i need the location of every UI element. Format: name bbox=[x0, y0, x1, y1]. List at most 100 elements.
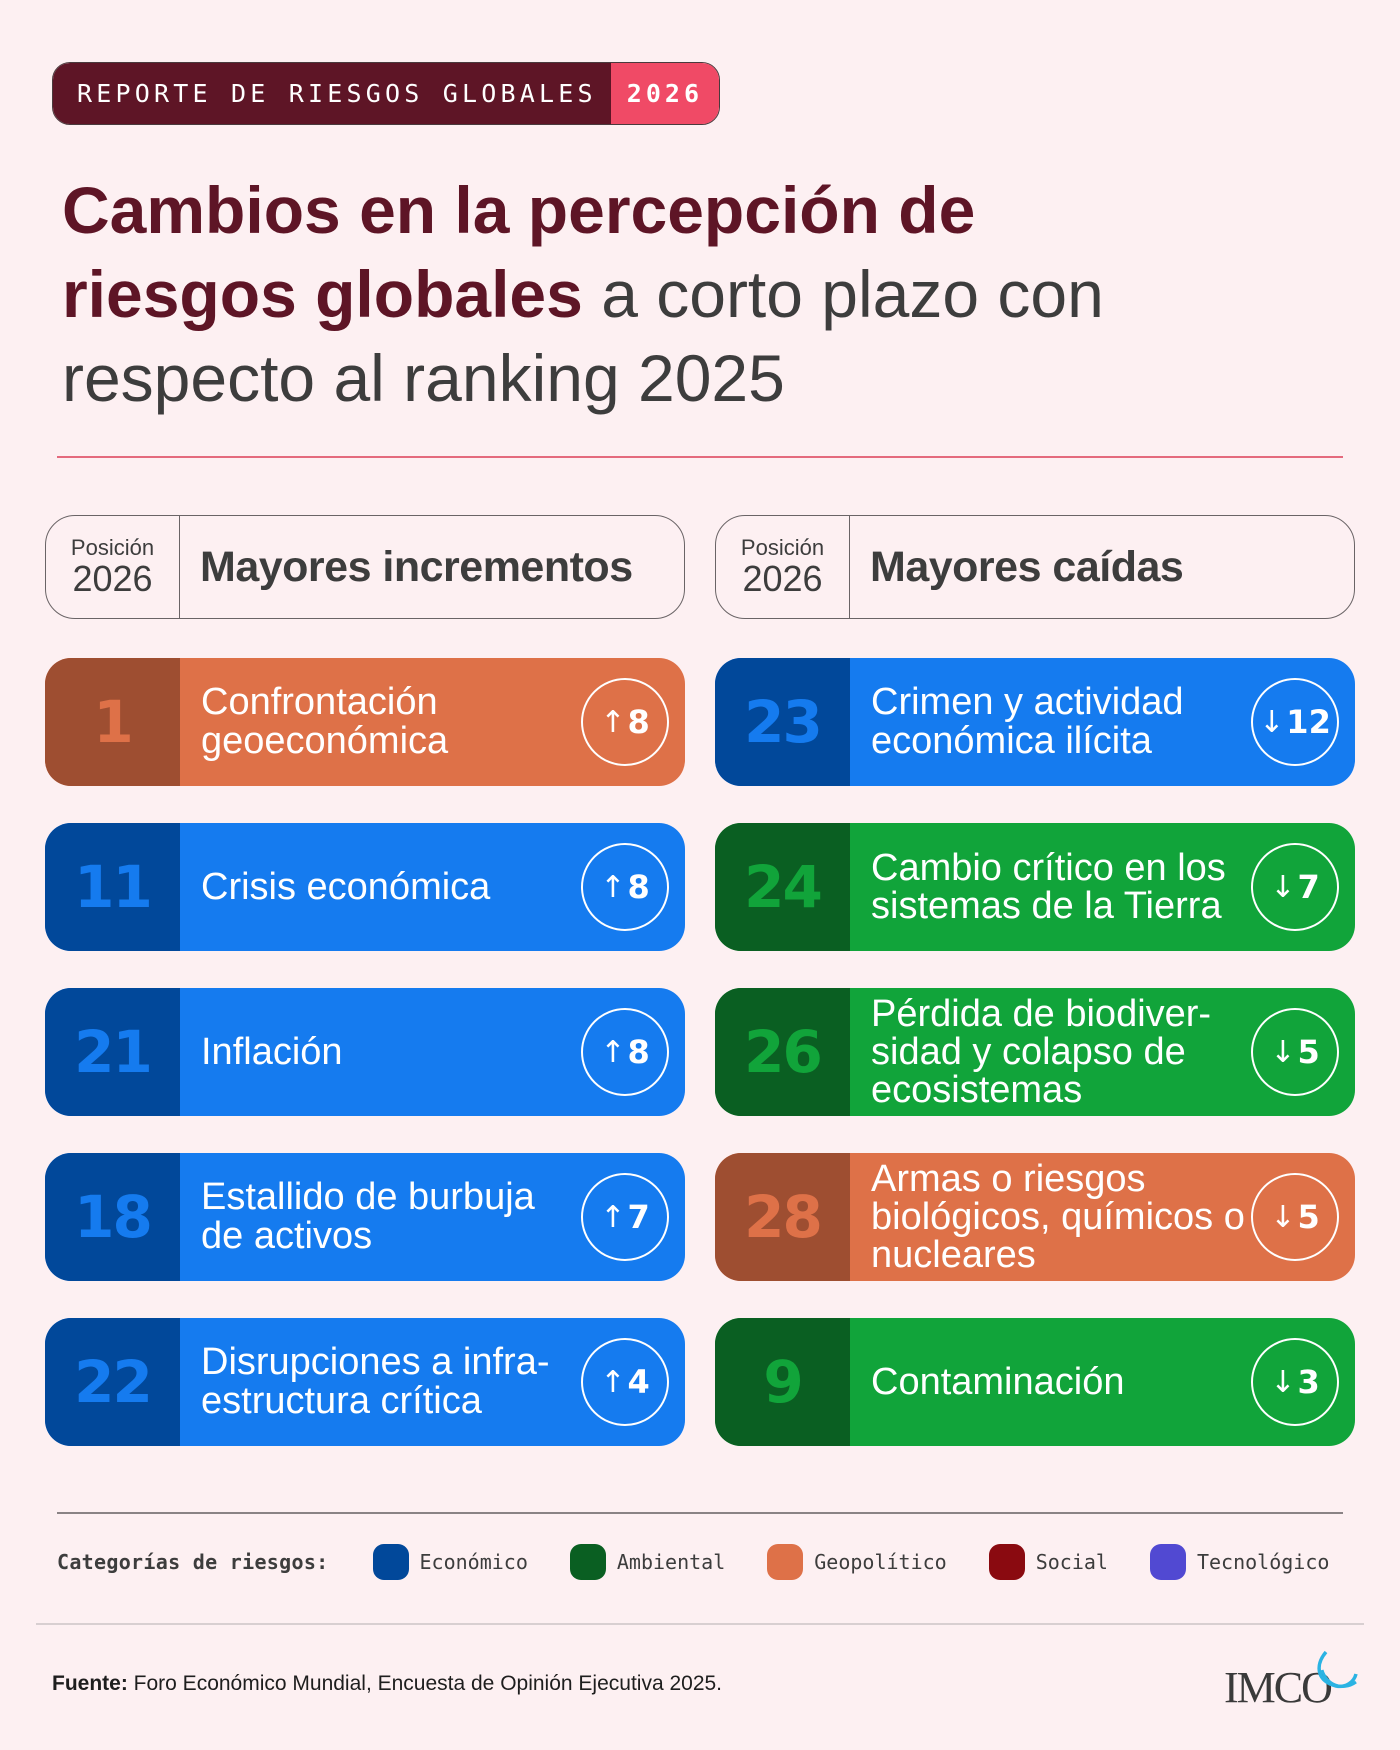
title-strong-line1: Cambios en la percepción de bbox=[62, 173, 976, 247]
title-rest-line2: a corto plazo con bbox=[601, 257, 1104, 331]
risk-label: Pérdida de biodiver-sidad y colapso de e… bbox=[850, 988, 1251, 1116]
risk-label-text: Inflación bbox=[201, 1030, 343, 1073]
legend-item-tecnologico: Tecnológico bbox=[1149, 1544, 1330, 1580]
change-badge: ↓ 5 bbox=[1251, 1173, 1339, 1261]
arrow-up-icon: ↑ bbox=[600, 1364, 626, 1400]
risk-card: 1 Confrontación geoeconómica ↑ 8 bbox=[45, 658, 685, 786]
rank-number: 11 bbox=[45, 823, 180, 951]
change-badge: ↑ 8 bbox=[581, 678, 669, 766]
risk-label-text: Crimen y actividad económica ilícita bbox=[871, 681, 1184, 762]
risk-card: 26 Pérdida de biodiver-sidad y colapso de… bbox=[715, 988, 1355, 1116]
risk-label-text: Crisis económica bbox=[201, 865, 491, 908]
risk-card: 23 Crimen y actividad económica ilícita ↓ 1… bbox=[715, 658, 1355, 786]
arrow-down-icon: ↓ bbox=[1270, 1199, 1296, 1235]
imco-logo: IMCO bbox=[1224, 1650, 1358, 1712]
rank-number: 26 bbox=[715, 988, 850, 1116]
change-value: 5 bbox=[1297, 1033, 1320, 1071]
source-text: Foro Económico Mundial, Encuesta de Opin… bbox=[133, 1672, 723, 1695]
column-heading: Mayores caídas bbox=[870, 542, 1184, 591]
position-header: Posición 2026 bbox=[46, 516, 180, 618]
position-header: Posición 2026 bbox=[716, 516, 850, 618]
change-value: 8 bbox=[627, 703, 650, 741]
report-banner: REPORTE DE RIESGOS GLOBALES 2026 bbox=[52, 62, 721, 125]
page-title: Cambios en la percepción de riesgos glob… bbox=[62, 168, 1362, 420]
position-year: 2026 bbox=[742, 558, 823, 599]
arrow-up-icon: ↑ bbox=[600, 704, 626, 740]
legend-swatch bbox=[569, 1544, 606, 1580]
risk-card: 21 Inflación ↑ 8 bbox=[45, 988, 685, 1116]
logo-text: IMCO bbox=[1224, 1663, 1331, 1712]
rank-number: 9 bbox=[715, 1318, 850, 1446]
risk-card: 24 Cambio crítico en los sistemas de la T… bbox=[715, 823, 1355, 951]
legend-label: Ambiental bbox=[616, 1550, 726, 1574]
legend-title: Categorías de riesgos: bbox=[57, 1550, 329, 1574]
change-value: 3 bbox=[1297, 1363, 1320, 1401]
banner-title: REPORTE DE RIESGOS GLOBALES bbox=[53, 63, 611, 124]
change-badge: ↑ 8 bbox=[581, 1008, 669, 1096]
change-value: 5 bbox=[1297, 1198, 1320, 1236]
arrow-down-icon: ↓ bbox=[1270, 1364, 1296, 1400]
rank-number: 22 bbox=[45, 1318, 180, 1446]
change-badge: ↓ 7 bbox=[1251, 843, 1339, 931]
risk-card: 18 Estallido de burbuja de activos ↑ 7 bbox=[45, 1153, 685, 1281]
divider bbox=[57, 1512, 1343, 1514]
column-header-increases: Posición 2026 Mayores incrementos bbox=[45, 515, 685, 619]
legend-swatch bbox=[988, 1544, 1025, 1580]
position-label: Posición bbox=[740, 535, 825, 560]
title-line3: respecto al ranking 2025 bbox=[62, 341, 785, 415]
risk-label-text: Disrupciones a infra-estructura crítica bbox=[201, 1341, 550, 1422]
risk-card: 9 Contaminación ↓ 3 bbox=[715, 1318, 1355, 1446]
change-badge: ↑ 7 bbox=[581, 1173, 669, 1261]
risk-card: 28 Armas o riesgos biológicos, químicos o… bbox=[715, 1153, 1355, 1281]
legend-label: Tecnológico bbox=[1196, 1550, 1330, 1574]
legend-item-economico: Económico bbox=[372, 1544, 528, 1580]
risk-label: Contaminación bbox=[850, 1318, 1251, 1446]
risk-label: Crimen y actividad económica ilícita bbox=[850, 658, 1251, 786]
legend-label: Social bbox=[1035, 1550, 1108, 1574]
title-strong-line2: riesgos globales bbox=[62, 257, 583, 331]
risk-label: Disrupciones a infra-estructura crítica bbox=[180, 1318, 581, 1446]
risk-label: Inflación bbox=[180, 988, 581, 1116]
change-value: 12 bbox=[1286, 703, 1331, 741]
change-badge: ↑ 8 bbox=[581, 843, 669, 931]
rank-number: 18 bbox=[45, 1153, 180, 1281]
change-value: 7 bbox=[627, 1198, 650, 1236]
arrow-up-icon: ↑ bbox=[600, 1034, 626, 1070]
risk-label-text: Estallido de burbuja de activos bbox=[201, 1176, 535, 1257]
arrow-down-icon: ↓ bbox=[1270, 1034, 1296, 1070]
risk-label-text: Contaminación bbox=[871, 1360, 1125, 1403]
change-value: 8 bbox=[627, 1033, 650, 1071]
risk-label-text: Cambio crítico en los sistemas de la Tie… bbox=[871, 847, 1226, 927]
change-badge: ↓ 3 bbox=[1251, 1338, 1339, 1426]
legend-item-ambiental: Ambiental bbox=[569, 1544, 726, 1580]
legend-swatch bbox=[372, 1544, 409, 1580]
change-value: 7 bbox=[1297, 868, 1320, 906]
change-badge: ↓ 5 bbox=[1251, 1008, 1339, 1096]
category-legend: Categorías de riesgos: Económico Ambient… bbox=[57, 1542, 1347, 1582]
position-year: 2026 bbox=[72, 558, 153, 599]
risk-label-text: Pérdida de biodiver-sidad y colapso de e… bbox=[871, 993, 1212, 1111]
risk-card: 11 Crisis económica ↑ 8 bbox=[45, 823, 685, 951]
rank-number: 23 bbox=[715, 658, 850, 786]
rank-number: 1 bbox=[45, 658, 180, 786]
banner-year: 2026 bbox=[610, 63, 720, 124]
change-value: 8 bbox=[627, 868, 650, 906]
legend-item-social: Social bbox=[988, 1544, 1108, 1580]
position-label: Posición bbox=[70, 535, 155, 560]
change-badge: ↓ 12 bbox=[1251, 678, 1339, 766]
column-heading: Mayores incrementos bbox=[200, 542, 633, 591]
arrow-down-icon: ↓ bbox=[1270, 869, 1296, 905]
rank-number: 24 bbox=[715, 823, 850, 951]
risk-label: Confrontación geoeconómica bbox=[180, 658, 581, 786]
risk-label: Armas o riesgos biológicos, químicos o n… bbox=[850, 1153, 1251, 1281]
rank-number: 28 bbox=[715, 1153, 850, 1281]
legend-swatch bbox=[767, 1544, 804, 1580]
arrow-up-icon: ↑ bbox=[600, 1199, 626, 1235]
risk-label-text: Confrontación geoeconómica bbox=[201, 681, 449, 762]
arrow-down-icon: ↓ bbox=[1259, 704, 1285, 740]
divider bbox=[57, 456, 1343, 458]
risk-label: Estallido de burbuja de activos bbox=[180, 1153, 581, 1281]
change-badge: ↑ 4 bbox=[581, 1338, 669, 1426]
rank-number: 21 bbox=[45, 988, 180, 1116]
legend-swatch bbox=[1149, 1544, 1186, 1580]
